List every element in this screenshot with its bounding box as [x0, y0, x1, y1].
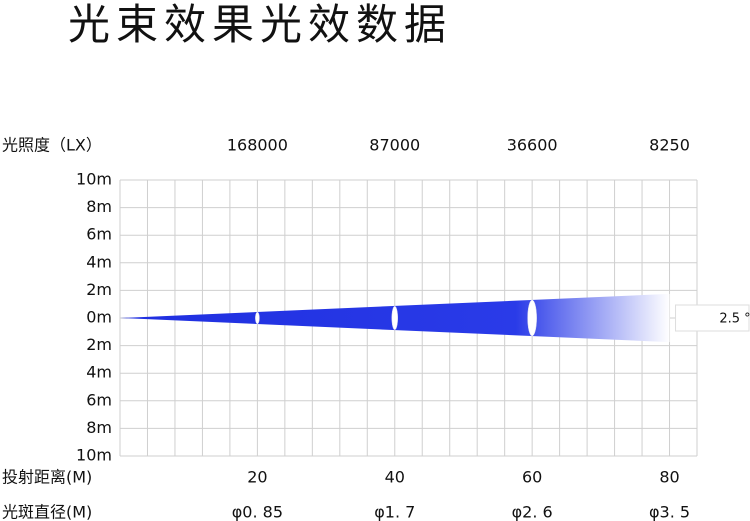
y-tick-label: 10m [76, 170, 112, 189]
lux-label: 光照度（LX） [2, 136, 102, 155]
lux-value: 8250 [649, 136, 690, 155]
y-tick-label: 0m [86, 308, 112, 327]
diameter-value: φ0. 85 [232, 503, 283, 521]
diameter-value: φ1. 7 [374, 503, 415, 521]
distance-value: 40 [385, 468, 405, 487]
y-tick-label: 4m [86, 252, 112, 271]
distance-value: 20 [247, 468, 267, 487]
y-tick-label: 10m [76, 446, 112, 465]
spot [255, 311, 260, 325]
diameter-value: φ2. 6 [512, 503, 553, 521]
lux-value: 168000 [227, 136, 288, 155]
diameter-label: 光斑直径(M) [2, 503, 92, 521]
angle-box [675, 304, 750, 332]
y-tick-label: 6m [86, 225, 112, 244]
lux-value: 36600 [507, 136, 558, 155]
y-tick-label: 2m [86, 280, 112, 299]
beam-angle-label: 2.5 ° [719, 312, 750, 327]
diameter-value: φ3. 5 [649, 503, 690, 521]
spot [527, 299, 537, 337]
y-tick-label: 6m [86, 390, 112, 409]
y-tick-label: 4m [86, 363, 112, 382]
chart-title: 光束效果光效数据 [68, 0, 452, 49]
y-tick-label: 8m [86, 418, 112, 437]
distance-value: 80 [659, 468, 679, 487]
distance-label: 投射距离(M) [2, 468, 92, 487]
lux-value: 87000 [369, 136, 420, 155]
y-tick-label: 8m [86, 197, 112, 216]
y-tick-label: 2m [86, 335, 112, 354]
spot [391, 306, 398, 330]
distance-value: 60 [522, 468, 542, 487]
marks: 2.5 ° 168000 20 φ0. 85 87000 40 φ1. 7 36600 60 φ2… [120, 136, 750, 521]
